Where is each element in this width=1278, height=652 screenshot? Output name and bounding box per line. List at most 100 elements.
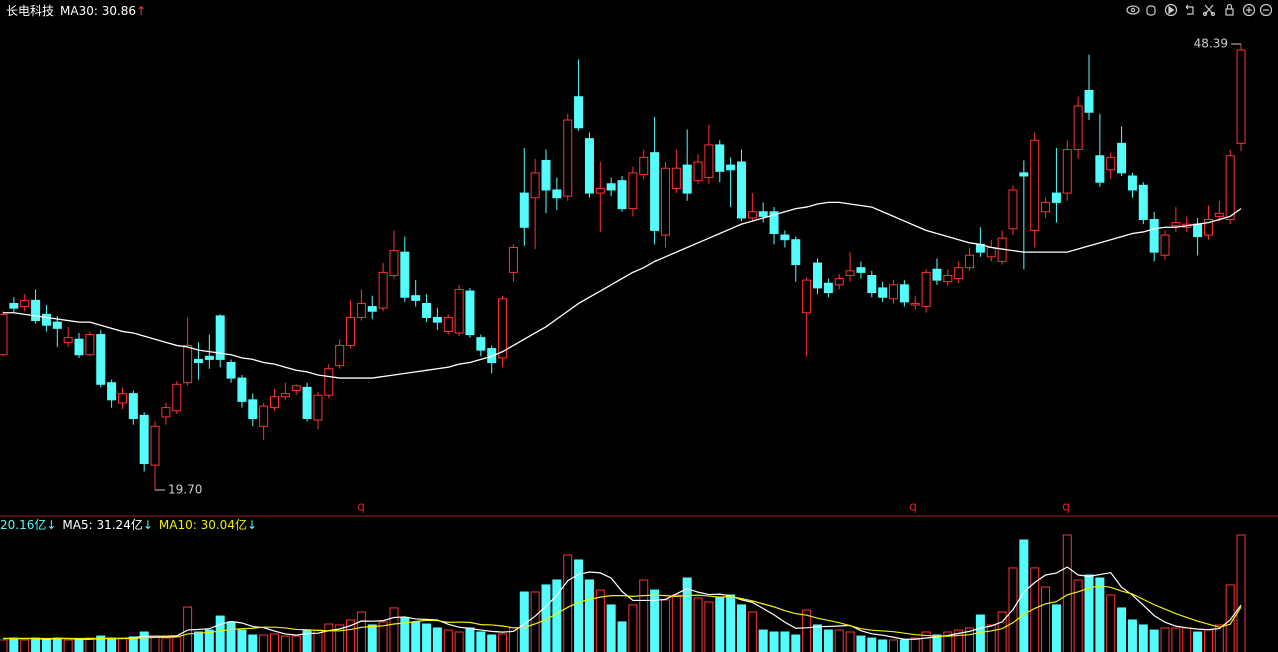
candle-body	[1127, 175, 1137, 191]
volume-bar	[422, 623, 432, 652]
volume-bar	[400, 617, 410, 652]
volume-bar	[378, 621, 388, 652]
play-icon[interactable]	[1164, 3, 1178, 17]
candle-body	[889, 284, 899, 300]
chart-title-row: 长电科技 MA30: 30.86↑	[6, 4, 146, 18]
volume-bar	[1073, 579, 1083, 652]
volume-bar	[1041, 586, 1051, 652]
candle-body	[899, 284, 909, 303]
candle-body	[1171, 222, 1181, 227]
candle-body	[346, 316, 356, 346]
volume-bar	[476, 631, 486, 652]
volume-bar	[878, 639, 888, 652]
candle-body	[1138, 184, 1148, 221]
candle-body	[639, 156, 649, 175]
volume-bar	[20, 639, 30, 652]
candle-body	[986, 246, 996, 258]
lock-icon[interactable]	[1225, 3, 1234, 16]
volume-bar	[215, 615, 225, 652]
candle-body	[161, 407, 171, 418]
candle-body	[204, 355, 214, 360]
volume-bar	[356, 611, 366, 652]
candle-body	[31, 299, 41, 322]
candle-body	[400, 251, 410, 298]
volume-bar	[1160, 627, 1170, 652]
candle-body	[335, 344, 345, 367]
volume-bar	[193, 631, 203, 652]
candle-body	[389, 250, 399, 276]
volume-bar	[150, 635, 160, 652]
volume-bar	[74, 639, 84, 652]
candle-body	[921, 271, 931, 308]
event-marker: q	[909, 500, 917, 514]
volume-bar	[921, 631, 931, 652]
candle-body	[487, 348, 497, 364]
volume-bar	[487, 634, 497, 652]
candle-body	[943, 274, 953, 283]
ma10-arrow: ↓	[247, 518, 257, 532]
volume-bar	[889, 639, 899, 652]
volume-bar	[1203, 629, 1213, 652]
volume-bar	[1127, 619, 1137, 652]
volume-bar	[595, 589, 605, 652]
toolbar	[1126, 3, 1273, 17]
candle-body	[671, 167, 681, 189]
volume-bar	[226, 621, 236, 652]
undo-icon[interactable]	[1185, 4, 1194, 15]
candle-body	[85, 334, 95, 356]
volume-bar	[671, 594, 681, 652]
volume-bar	[519, 591, 529, 652]
volume-bar	[791, 634, 801, 652]
candle-body	[845, 270, 855, 276]
volume-bar	[943, 631, 953, 652]
candle-body	[117, 393, 127, 404]
volume-bar	[128, 636, 138, 652]
candle-body	[259, 405, 269, 427]
cut-icon[interactable]	[1202, 4, 1216, 17]
volume-bar	[650, 589, 660, 652]
volume-ma-line	[3, 566, 1242, 640]
zoom-out-icon[interactable]	[1259, 3, 1273, 17]
candle-body	[552, 189, 562, 199]
volume-bar	[291, 635, 301, 652]
candle-body	[965, 254, 975, 269]
view-icon[interactable]	[1126, 5, 1140, 15]
volume-bar	[85, 637, 95, 652]
candle-body	[736, 161, 746, 219]
candle-body	[139, 414, 149, 465]
candle-body	[715, 144, 725, 172]
volume-bar	[117, 637, 127, 652]
volume-bar	[563, 554, 573, 652]
zoom-in-icon[interactable]	[1242, 3, 1256, 17]
candle-body	[541, 159, 551, 191]
volume-bar	[1051, 604, 1061, 652]
candle-body	[1203, 219, 1213, 236]
volume-bar	[31, 637, 41, 652]
candle-body	[193, 358, 203, 364]
volume-bar	[693, 597, 703, 652]
candle-body	[498, 298, 508, 359]
candle-body	[954, 267, 964, 280]
volume-bar	[769, 631, 779, 652]
candle-body	[823, 282, 833, 294]
candle-body	[726, 164, 736, 171]
candle-body	[1008, 189, 1018, 230]
candle-body	[324, 368, 334, 396]
candle-body	[20, 299, 30, 308]
volume-bar	[1062, 534, 1072, 652]
ma30-label: MA30: 30.86	[60, 4, 136, 18]
volume-bar	[454, 631, 464, 652]
volume-bar	[346, 619, 356, 652]
candle-body	[96, 334, 106, 385]
volume-bar	[541, 584, 551, 652]
candle-body	[367, 306, 377, 312]
candle-body	[280, 393, 290, 398]
vol-arrow: ↓	[46, 518, 56, 532]
volume-bar	[1084, 574, 1094, 652]
candle-body	[226, 362, 236, 379]
candle-body	[0, 313, 8, 356]
candle-body	[248, 399, 258, 419]
ma-line	[3, 201, 1242, 379]
candle-body	[650, 152, 660, 231]
hand-icon[interactable]	[1146, 5, 1156, 16]
